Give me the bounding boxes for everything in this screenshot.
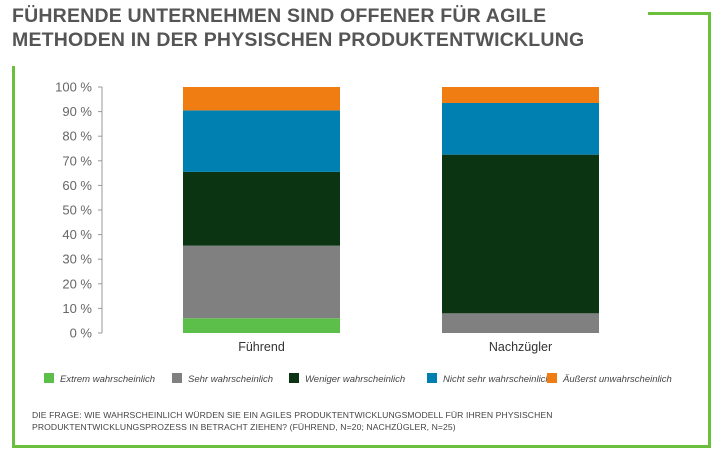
- frame-top: [648, 12, 711, 15]
- frame-bottom: [12, 445, 711, 448]
- y-tick-label: 90 %: [62, 104, 92, 119]
- y-tick-label: 80 %: [62, 129, 92, 144]
- bar-segment: [442, 87, 599, 103]
- legend-label: Äußerst unwahrscheinlich: [563, 374, 672, 385]
- y-tick-label: 70 %: [62, 153, 92, 168]
- legend-item: Weniger wahrscheinlich: [289, 373, 405, 387]
- frame-right: [708, 12, 711, 448]
- y-tick-label: 100 %: [55, 80, 92, 95]
- bar-segment: [183, 87, 340, 111]
- legend-label: Extrem wahrscheinlich: [60, 374, 156, 385]
- y-tick-label: 0 %: [70, 326, 93, 341]
- category-label: Nachzügler: [489, 340, 552, 354]
- legend-swatch: [289, 373, 299, 383]
- legend-item: Extrem wahrscheinlich: [44, 373, 155, 387]
- legend-item: Nicht sehr wahrscheinlich: [427, 373, 551, 387]
- legend-item: Äußerst unwahrscheinlich: [547, 373, 672, 387]
- question-note: DIE FRAGE: WIE WAHRSCHEINLICH WÜRDEN SIE…: [32, 409, 672, 433]
- bar-segment: [183, 245, 340, 319]
- frame-left: [12, 66, 15, 448]
- category-labels: Führend Nachzügler: [238, 340, 552, 354]
- legend-label: Weniger wahrscheinlich: [305, 374, 406, 385]
- bar-segment: [183, 318, 340, 333]
- y-tick-label: 50 %: [62, 203, 92, 218]
- bar-segment: [442, 154, 599, 314]
- question-note-line-1: DIE FRAGE: WIE WAHRSCHEINLICH WÜRDEN SIE…: [32, 410, 553, 420]
- y-tick-label: 60 %: [62, 178, 92, 193]
- y-tick-label: 40 %: [62, 227, 92, 242]
- y-tick-label: 30 %: [62, 252, 92, 267]
- legend-label: Sehr wahrscheinlich: [188, 374, 274, 385]
- y-axis-ticks: 0 % 10 % 20 % 30 % 40 % 50 % 60 % 70 % 80 % 90 % 1…: [55, 80, 102, 341]
- legend-label: Nicht sehr wahrscheinlich: [443, 374, 551, 385]
- y-tick-label: 20 %: [62, 276, 92, 291]
- category-label: Führend: [238, 340, 285, 354]
- bars: [183, 87, 599, 333]
- bar-segment: [183, 171, 340, 246]
- legend-swatch: [547, 373, 557, 383]
- legend-swatch: [172, 373, 182, 383]
- legend-swatch: [44, 373, 54, 383]
- bar-segment: [442, 102, 599, 155]
- chart-title-line-2: METHODEN IN DER PHYSISCHEN PRODUKTENTWIC…: [12, 29, 585, 51]
- chart-title-line-1: FÜHRENDE UNTERNEHMEN SIND OFFENER FÜR AG…: [12, 5, 547, 27]
- question-note-line-2: PRODUKTENTWICKLUNGSPROZESS IN BETRACHT Z…: [32, 422, 456, 432]
- bar-segment: [183, 110, 340, 172]
- chart-title: FÜHRENDE UNTERNEHMEN SIND OFFENER FÜR AG…: [12, 4, 652, 52]
- y-tick-label: 10 %: [62, 301, 92, 316]
- legend-item: Sehr wahrscheinlich: [172, 373, 273, 387]
- legend-swatch: [427, 373, 437, 383]
- bar-segment: [442, 313, 599, 333]
